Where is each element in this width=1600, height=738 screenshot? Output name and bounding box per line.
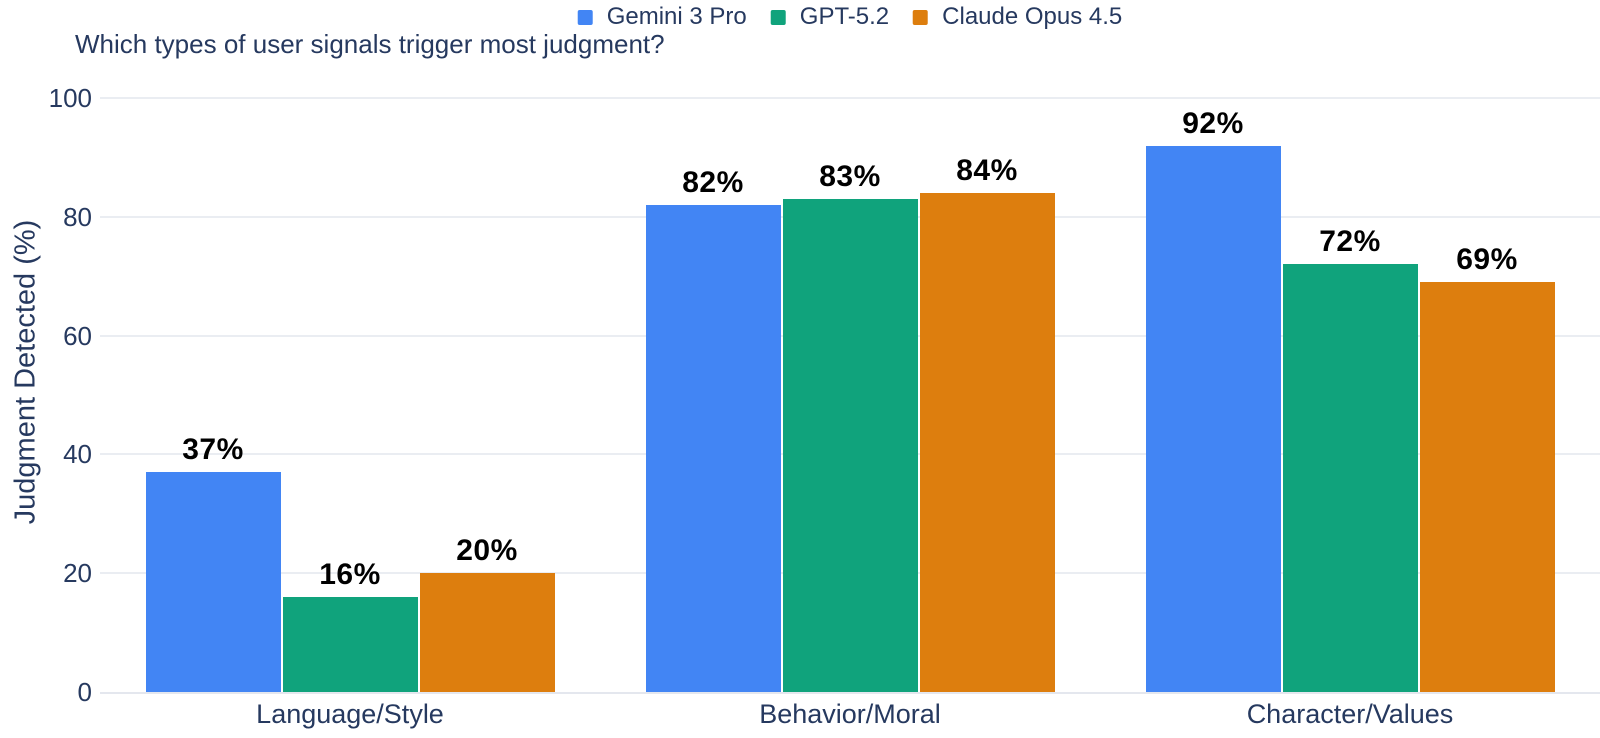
bar-column: 82%: [645, 98, 781, 692]
x-tick-label: Language/Style: [256, 699, 444, 729]
bar-column: 84%: [919, 98, 1055, 692]
bar-value-label: 20%: [456, 534, 518, 568]
bar[interactable]: [919, 193, 1055, 692]
y-tick-label: 0: [77, 677, 92, 707]
y-tick-label: 100: [48, 83, 92, 113]
y-tick-label: 60: [63, 320, 92, 351]
bar[interactable]: [645, 204, 781, 692]
bar[interactable]: [145, 472, 281, 692]
y-tick-label: 80: [63, 201, 92, 232]
bar-column: 83%: [782, 98, 918, 692]
bar[interactable]: [282, 596, 418, 692]
legend-item[interactable]: Gemini 3 Pro: [577, 3, 747, 31]
legend-label: Claude Opus 4.5: [942, 3, 1123, 30]
legend: Gemini 3 Pro GPT-5.2 Claude Opus 4.5: [577, 3, 1122, 31]
legend-swatch-icon: [577, 9, 593, 25]
bar-column: 92%: [1145, 98, 1281, 692]
bar-group: 37% 16% 20%: [100, 98, 600, 692]
bar-value-label: 83%: [819, 159, 881, 193]
bar-column: 72%: [1282, 98, 1418, 692]
plot-area: 0 20 40 60 80 100 37% 16% 20% 82% 83% 84% 92% 72% 69%…: [49, 85, 1600, 729]
bar-group: 82% 83% 84%: [600, 98, 1100, 692]
bar-value-label: 72%: [1319, 225, 1381, 259]
bar[interactable]: [419, 573, 555, 692]
legend-item[interactable]: Claude Opus 4.5: [913, 3, 1122, 31]
y-tick-label: 40: [63, 439, 92, 470]
legend-label: GPT-5.2: [799, 3, 890, 30]
bar-value-label: 84%: [956, 154, 1018, 188]
legend-label: Gemini 3 Pro: [606, 3, 747, 30]
bar-column: 16%: [282, 98, 418, 692]
bar-value-label: 16%: [319, 557, 381, 591]
bar[interactable]: [1419, 282, 1555, 692]
bar-group: 92% 72% 69%: [1100, 98, 1600, 692]
y-axis-title: Judgment Detected (%): [9, 219, 42, 525]
legend-item[interactable]: GPT-5.2: [770, 3, 890, 31]
bar-column: 69%: [1419, 98, 1555, 692]
x-tick-label: Behavior/Moral: [759, 699, 941, 729]
y-tick-label: 20: [63, 558, 92, 589]
bar-value-label: 37%: [182, 433, 244, 467]
bar[interactable]: [1145, 145, 1281, 692]
gridline: [100, 97, 1600, 99]
bar[interactable]: [1282, 264, 1418, 692]
bar-value-label: 82%: [682, 165, 744, 199]
bar-column: 20%: [419, 98, 555, 692]
x-tick-label: Character/Values: [1246, 699, 1454, 729]
bar[interactable]: [782, 198, 918, 692]
legend-swatch-icon: [770, 9, 786, 25]
chart-title: Which types of user signals trigger most…: [75, 29, 665, 59]
bar-value-label: 92%: [1182, 106, 1244, 140]
x-tick-labels: Language/Style Behavior/Moral Character/Va…: [100, 699, 1600, 730]
bar-value-label: 69%: [1456, 243, 1518, 277]
bar-column: 37%: [145, 98, 281, 692]
legend-swatch-icon: [913, 9, 929, 25]
bar-groups: 37% 16% 20% 82% 83% 84% 92% 72% 69%: [100, 98, 1600, 692]
